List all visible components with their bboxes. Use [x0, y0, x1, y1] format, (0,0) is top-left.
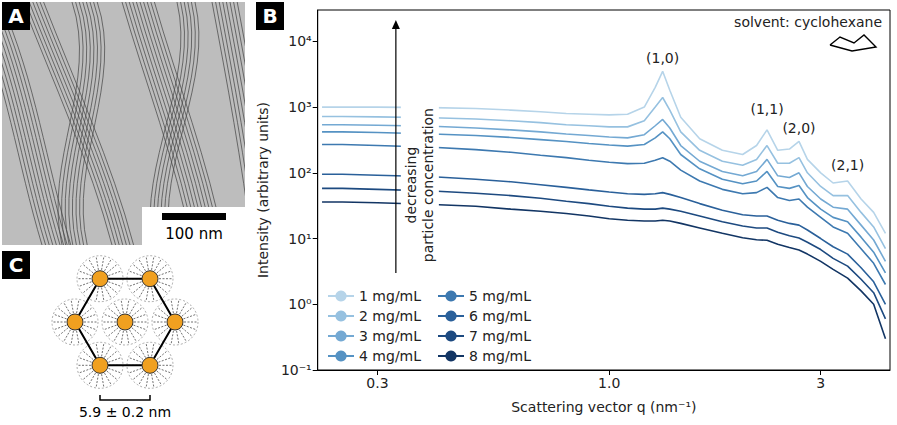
- svg-text:3: 3: [816, 375, 825, 391]
- html-text:C: C: [8, 253, 24, 277]
- svg-text:solvent: cyclohexane: solvent: cyclohexane: [734, 14, 882, 30]
- svg-text:7 mg/mL: 7 mg/mL: [469, 328, 531, 344]
- svg-text:8 mg/mL: 8 mg/mL: [469, 348, 531, 364]
- svg-text:10⁰: 10⁰: [288, 296, 312, 312]
- svg-text:10³: 10³: [288, 99, 311, 115]
- svg-text:10²: 10²: [288, 165, 311, 181]
- svg-text:(2,1): (2,1): [831, 157, 864, 173]
- svg-text:5 mg/mL: 5 mg/mL: [469, 288, 531, 304]
- svg-text:2 mg/mL: 2 mg/mL: [359, 308, 421, 324]
- svg-text:(2,0): (2,0): [782, 120, 815, 136]
- svg-text:10¹: 10¹: [288, 231, 311, 247]
- html-text:A: A: [8, 4, 24, 28]
- svg-text:0.3: 0.3: [366, 375, 388, 391]
- svg-text:Intensity (arbitrary units): Intensity (arbitrary units): [255, 102, 271, 278]
- svg-text:3 mg/mL: 3 mg/mL: [359, 328, 421, 344]
- svg-text:6 mg/mL: 6 mg/mL: [469, 308, 531, 324]
- svg-text:100 nm: 100 nm: [165, 225, 223, 243]
- svg-text:(1,0): (1,0): [646, 50, 679, 66]
- svg-text:1 mg/mL: 1 mg/mL: [359, 288, 421, 304]
- svg-text:Scattering vector q (nm⁻¹): Scattering vector q (nm⁻¹): [511, 399, 696, 415]
- svg-text:particle concentration: particle concentration: [420, 108, 436, 262]
- svg-text:10⁴: 10⁴: [288, 33, 312, 49]
- svg-text:4 mg/mL: 4 mg/mL: [359, 348, 421, 364]
- html-text:B: B: [262, 4, 278, 28]
- svg-text:1.0: 1.0: [598, 375, 620, 391]
- svg-text:decreasing: decreasing: [403, 147, 419, 224]
- svg-text:5.9 ± 0.2 nm: 5.9 ± 0.2 nm: [79, 404, 171, 420]
- svg-text:10⁻¹: 10⁻¹: [281, 362, 312, 378]
- svg-text:(1,1): (1,1): [750, 101, 783, 117]
